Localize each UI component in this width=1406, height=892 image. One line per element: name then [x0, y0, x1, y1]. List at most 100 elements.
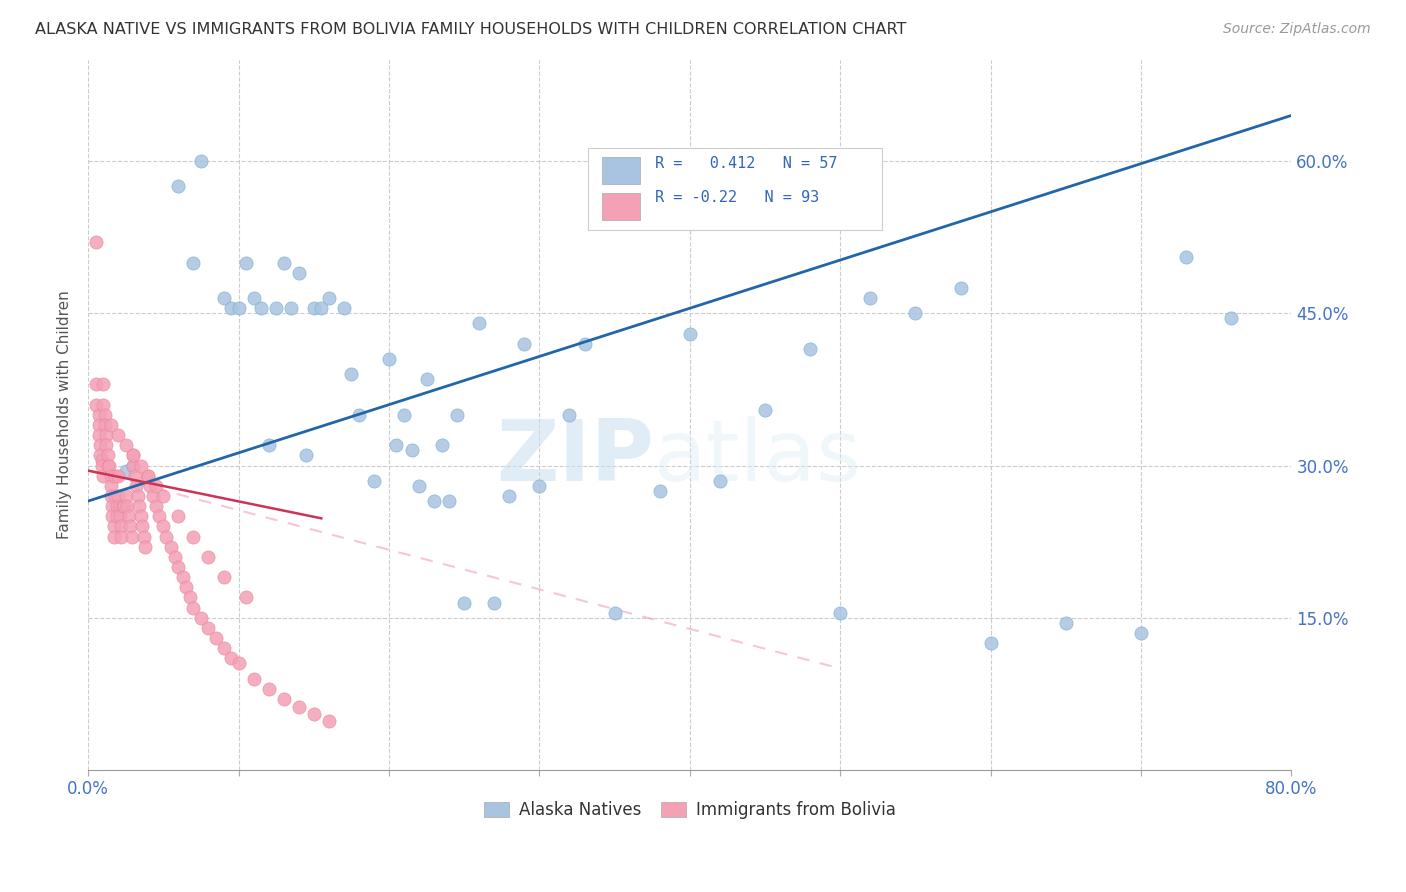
Point — [648, 483, 671, 498]
Point — [105, 509, 128, 524]
Point — [114, 464, 136, 478]
Text: ZIP: ZIP — [496, 416, 654, 499]
Point — [264, 301, 287, 316]
Point — [183, 530, 205, 544]
Point — [257, 681, 280, 696]
Point — [117, 499, 139, 513]
Point — [167, 509, 190, 524]
Point — [121, 530, 143, 544]
Point — [468, 317, 491, 331]
Point — [558, 408, 581, 422]
Point — [574, 336, 596, 351]
Point — [100, 417, 122, 432]
Point — [302, 707, 325, 722]
FancyBboxPatch shape — [602, 194, 641, 220]
Point — [1054, 615, 1077, 630]
Point — [453, 596, 475, 610]
Point — [709, 474, 731, 488]
Point — [103, 530, 125, 544]
Point — [179, 591, 201, 605]
Point — [446, 408, 468, 422]
Point — [212, 641, 235, 656]
Point — [980, 636, 1002, 650]
Point — [122, 449, 145, 463]
Text: ALASKA NATIVE VS IMMIGRANTS FROM BOLIVIA FAMILY HOUSEHOLDS WITH CHILDREN CORRELA: ALASKA NATIVE VS IMMIGRANTS FROM BOLIVIA… — [35, 22, 907, 37]
Point — [165, 549, 187, 564]
Point — [205, 631, 228, 645]
Point — [904, 306, 927, 320]
Point — [174, 580, 197, 594]
Point — [257, 438, 280, 452]
Text: atlas: atlas — [654, 416, 862, 499]
Point — [219, 651, 242, 665]
Point — [1220, 311, 1243, 326]
Point — [392, 408, 415, 422]
Point — [114, 438, 136, 452]
Point — [84, 398, 107, 412]
Point — [754, 402, 776, 417]
Point — [484, 596, 506, 610]
Point — [129, 458, 152, 473]
Point — [108, 509, 131, 524]
Point — [87, 408, 110, 422]
Y-axis label: Family Households with Children: Family Households with Children — [58, 291, 72, 539]
Text: R = -0.22   N = 93: R = -0.22 N = 93 — [655, 190, 820, 204]
Point — [101, 509, 124, 524]
Point — [128, 499, 150, 513]
Point — [280, 301, 302, 316]
Point — [127, 489, 149, 503]
Point — [87, 428, 110, 442]
Point — [197, 621, 219, 635]
Point — [385, 438, 408, 452]
Point — [93, 408, 115, 422]
Point — [131, 519, 153, 533]
Point — [228, 301, 250, 316]
Point — [89, 438, 111, 452]
Point — [799, 342, 821, 356]
Point — [91, 468, 114, 483]
Point — [129, 509, 152, 524]
Point — [108, 499, 131, 513]
Point — [1130, 626, 1153, 640]
Point — [120, 519, 142, 533]
Point — [513, 336, 536, 351]
Point — [97, 449, 120, 463]
Point — [87, 417, 110, 432]
Point — [90, 458, 112, 473]
Point — [529, 479, 551, 493]
Point — [96, 428, 118, 442]
Point — [302, 301, 325, 316]
FancyBboxPatch shape — [602, 157, 641, 184]
Point — [167, 179, 190, 194]
Point — [101, 499, 124, 513]
Point — [152, 519, 174, 533]
Point — [112, 499, 135, 513]
Point — [84, 235, 107, 250]
Point — [97, 458, 120, 473]
Point — [273, 692, 295, 706]
Point — [378, 351, 401, 366]
Point — [91, 377, 114, 392]
Point — [125, 479, 148, 493]
Point — [183, 600, 205, 615]
Point — [273, 255, 295, 269]
Point — [212, 291, 235, 305]
Point — [124, 468, 146, 483]
Point — [183, 255, 205, 269]
Point — [122, 458, 145, 473]
Point — [318, 714, 340, 729]
Point — [145, 479, 167, 493]
Point — [132, 530, 155, 544]
Point — [84, 377, 107, 392]
Point — [107, 468, 129, 483]
Point — [949, 281, 972, 295]
Point — [430, 438, 453, 452]
Point — [100, 479, 122, 493]
Point — [93, 417, 115, 432]
Point — [152, 489, 174, 503]
Point — [401, 443, 423, 458]
Point — [295, 449, 318, 463]
Point — [437, 494, 460, 508]
Point — [142, 489, 165, 503]
Legend: Alaska Natives, Immigrants from Bolivia: Alaska Natives, Immigrants from Bolivia — [477, 794, 903, 826]
